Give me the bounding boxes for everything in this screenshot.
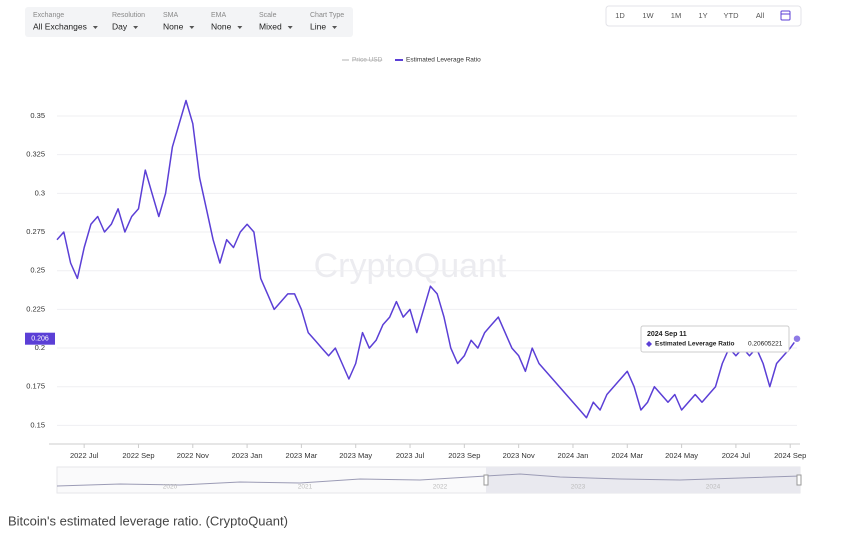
- toolbar: [25, 7, 353, 37]
- navigator-selection[interactable]: [486, 467, 800, 493]
- dropdown-label: Scale: [259, 12, 277, 19]
- x-tick-label: 2024 Jul: [722, 451, 751, 460]
- range-button[interactable]: All: [756, 11, 765, 20]
- navigator-handle[interactable]: [483, 474, 489, 486]
- dropdown-label: SMA: [163, 12, 179, 19]
- axis-marker: [25, 332, 55, 345]
- dropdown-arrow: [133, 26, 139, 29]
- last-point: [792, 333, 802, 344]
- tooltip: [640, 325, 790, 353]
- dropdown-value[interactable]: Line: [310, 21, 326, 31]
- navigator-label: 2020: [163, 484, 178, 491]
- range-button[interactable]: 1D: [615, 11, 625, 20]
- dropdown-arrow: [189, 26, 195, 29]
- x-tick-label: 2022 Sep: [122, 451, 154, 460]
- x-tick-label: 2023 May: [339, 451, 372, 460]
- watermark: CryptoQuant: [314, 247, 507, 285]
- dropdown-label: Resolution: [112, 12, 145, 19]
- x-tick-label: 2023 Mar: [286, 451, 318, 460]
- series-line: [56, 99, 798, 419]
- axis-marker-label: 0.206: [31, 336, 49, 343]
- range-button[interactable]: YTD: [724, 11, 740, 20]
- x-tick-label: 2024 Sep: [774, 451, 806, 460]
- navigator-label: 2023: [571, 484, 586, 491]
- x-tick-label: 2023 Jul: [396, 451, 425, 460]
- legend-label[interactable]: Price USD: [352, 57, 383, 64]
- y-tick-label: 0.35: [30, 111, 45, 120]
- x-tick-label: 2022 Jul: [70, 451, 99, 460]
- navigator-label: 2024: [706, 484, 721, 491]
- tooltip-series: Estimated Leverage Ratio: [655, 341, 735, 348]
- x-tick-label: 2023 Jan: [232, 451, 263, 460]
- y-tick-label: 0.325: [26, 150, 45, 159]
- dropdown-label: EMA: [211, 12, 227, 19]
- tooltip-diamond: [646, 341, 652, 347]
- y-tick-label: 0.175: [26, 382, 45, 391]
- dropdown-label: Exchange: [33, 12, 64, 19]
- x-tick-label: 2023 Nov: [503, 451, 535, 460]
- x-tick-label: 2022 Nov: [177, 451, 209, 460]
- range-button[interactable]: 1W: [642, 11, 654, 20]
- legend-label[interactable]: Estimated Leverage Ratio: [406, 57, 481, 64]
- y-tick-label: 0.3: [35, 188, 45, 197]
- navigator-label: 2022: [433, 484, 448, 491]
- caption: Bitcoin's estimated leverage ratio. (Cry…: [8, 513, 288, 528]
- dropdown-arrow: [237, 26, 243, 29]
- x-tick-label: 2024 May: [665, 451, 698, 460]
- dropdown-arrow: [92, 26, 98, 29]
- y-tick-label: 0.25: [30, 266, 45, 275]
- navigator-handle[interactable]: [796, 474, 802, 486]
- navigator-line: [56, 473, 801, 487]
- dropdown-arrow: [332, 26, 338, 29]
- dropdown-value[interactable]: Day: [112, 21, 128, 31]
- dropdown-label: Chart Type: [310, 12, 344, 19]
- dropdown-value[interactable]: None: [211, 21, 232, 31]
- range-button[interactable]: 1Y: [698, 11, 707, 20]
- dropdown-value[interactable]: Mixed: [259, 21, 282, 31]
- range-bar: [605, 5, 802, 27]
- y-tick-label: 0.275: [26, 227, 45, 236]
- dropdown-arrow: [287, 26, 293, 29]
- x-tick-label: 2024 Jan: [558, 451, 589, 460]
- tooltip-date: 2024 Sep 11: [647, 331, 687, 338]
- y-tick-label: 0.2: [35, 343, 45, 352]
- tooltip-value: 0.20605221: [748, 341, 783, 348]
- calendar-icon[interactable]: [780, 10, 791, 21]
- y-tick-label: 0.15: [30, 420, 45, 429]
- y-tick-label: 0.225: [26, 304, 45, 313]
- x-tick-label: 2023 Sep: [448, 451, 480, 460]
- dropdown-value[interactable]: All Exchanges: [33, 21, 87, 31]
- navigator-label: 2021: [298, 484, 313, 491]
- range-button[interactable]: 1M: [671, 11, 681, 20]
- dropdown-value[interactable]: None: [163, 21, 184, 31]
- x-tick-label: 2024 Mar: [611, 451, 643, 460]
